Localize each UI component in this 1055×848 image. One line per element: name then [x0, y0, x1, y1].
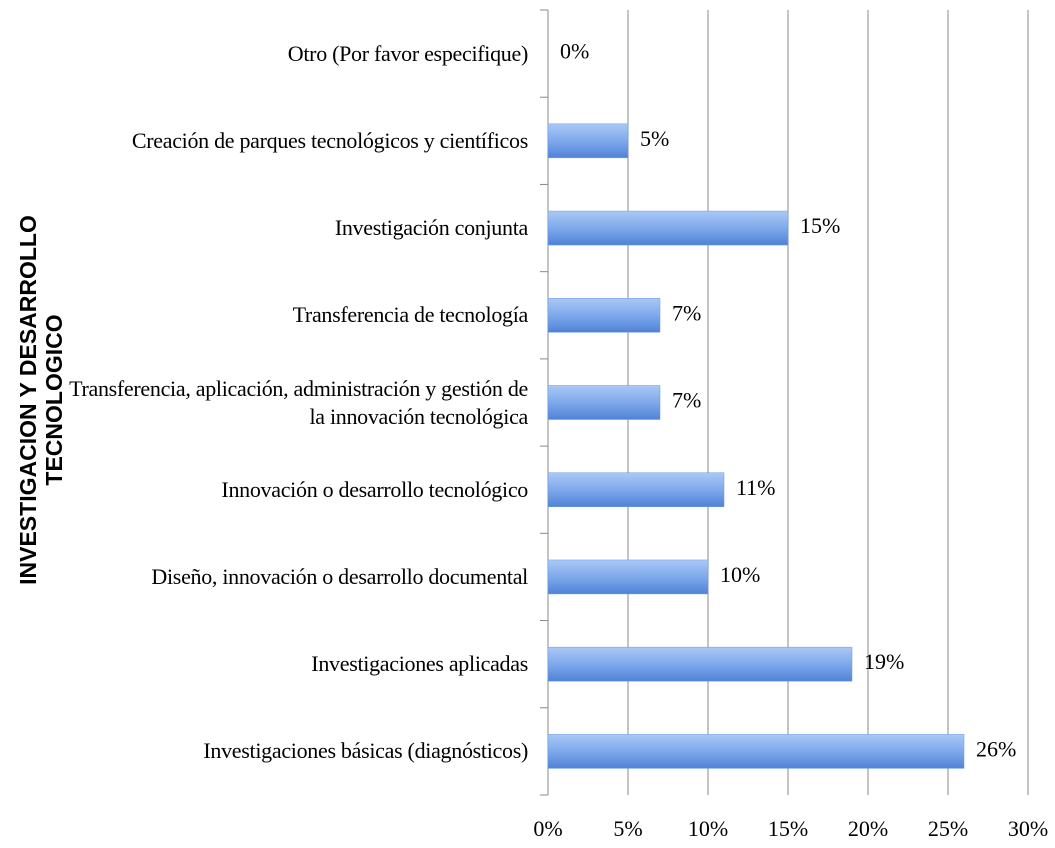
y-axis-title: INVESTIGACION Y DESARROLLO: [15, 215, 41, 585]
x-tick-label: 5%: [613, 816, 642, 841]
y-tick-label: Investigación conjunta: [334, 215, 528, 241]
value-label: 15%: [800, 213, 840, 238]
bar: [547, 734, 965, 769]
x-tick-label: 0%: [533, 816, 562, 841]
y-tick-label: Otro (Por favor especifique): [287, 40, 529, 66]
y-tick-label: Transferencia de tecnología: [292, 302, 529, 328]
bar: [547, 210, 789, 246]
value-label: 26%: [976, 736, 1016, 761]
bar: [547, 559, 709, 595]
bar: [547, 298, 661, 333]
value-label: 5%: [640, 126, 669, 151]
value-label: 10%: [720, 562, 760, 587]
value-label: 7%: [672, 300, 701, 325]
value-label: 19%: [864, 649, 904, 674]
y-tick-label: Innovación o desarrollo tecnológico: [221, 476, 528, 502]
value-label: 0%: [560, 39, 589, 64]
bar: [547, 385, 661, 420]
y-tick-label: Investigaciones básicas (diagnósticos): [203, 738, 528, 764]
x-tick-label: 30%: [1008, 816, 1048, 841]
bar: [547, 123, 629, 159]
y-tick-label: Diseño, innovación o desarrollo document…: [151, 563, 528, 589]
value-label: 7%: [672, 388, 701, 413]
y-tick-label: Investigaciones aplicadas: [311, 651, 528, 677]
x-tick-label: 10%: [688, 816, 728, 841]
value-label: 11%: [736, 475, 776, 500]
x-tick-label: 25%: [928, 816, 968, 841]
x-tick-label: 15%: [768, 816, 808, 841]
y-tick-label: Creación de parques tecnológicos y cient…: [131, 127, 528, 153]
y-axis-title: TECNOLOGICO: [41, 314, 67, 485]
y-tick-label: Transferencia, aplicación, administració…: [69, 375, 528, 429]
bar: [547, 472, 725, 507]
x-tick-label: 20%: [848, 816, 888, 841]
bar: [547, 646, 853, 682]
